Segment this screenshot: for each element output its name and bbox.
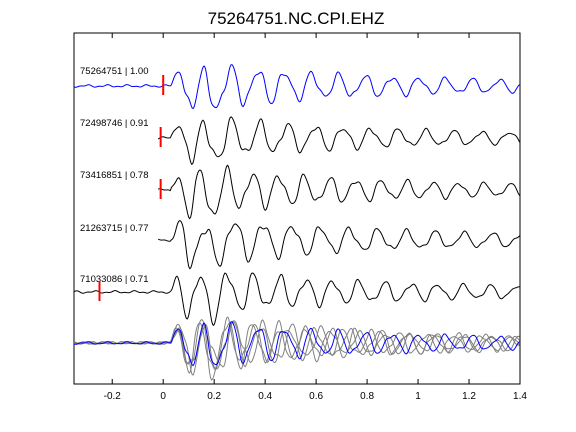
stack-overlay-line-4	[73, 316, 520, 374]
trace-label-21263715: 21263715 | 0.77	[80, 223, 149, 234]
trace-line-75264751	[73, 64, 520, 110]
x-tick-label-4: 0.6	[309, 391, 323, 402]
trace-labels: 75264751 | 1.00 72498746 | 0.91 73416851 |…	[80, 66, 149, 285]
axes-box	[73, 32, 521, 385]
stack-reference-line	[73, 321, 520, 367]
trace-line-72498746	[157, 116, 521, 166]
pick-markers	[98, 75, 165, 301]
x-tick-label-0: -0.2	[104, 391, 122, 402]
trace-line-71033086	[73, 272, 520, 327]
x-tick-label-5: 0.8	[360, 391, 374, 402]
traces-layer	[73, 64, 521, 381]
trace-line-21263715	[157, 220, 521, 270]
x-tick-label-3: 0.4	[258, 391, 272, 402]
trace-label-72498746: 72498746 | 0.91	[80, 118, 149, 129]
x-axis-ticks: -0.2 0 0.2 0.4 0.6 0.8 1 1.2 1.4	[104, 33, 527, 402]
x-tick-label-7: 1.2	[462, 391, 476, 402]
x-tick-label-1: 0	[160, 391, 166, 402]
x-tick-label-8: 1.4	[513, 391, 527, 402]
chart-title: 75264751.NC.CPI.EHZ	[208, 9, 385, 28]
trace-line-73416851	[157, 164, 521, 220]
trace-label-71033086: 71033086 | 0.71	[80, 274, 149, 285]
x-tick-label-6: 1	[415, 391, 421, 402]
trace-label-75264751: 75264751 | 1.00	[80, 66, 149, 77]
trace-label-73416851: 73416851 | 0.78	[80, 170, 149, 181]
x-tick-label-2: 0.2	[207, 391, 221, 402]
plot-area: 75264751 | 1.00 72498746 | 0.91 73416851 |…	[73, 32, 527, 402]
